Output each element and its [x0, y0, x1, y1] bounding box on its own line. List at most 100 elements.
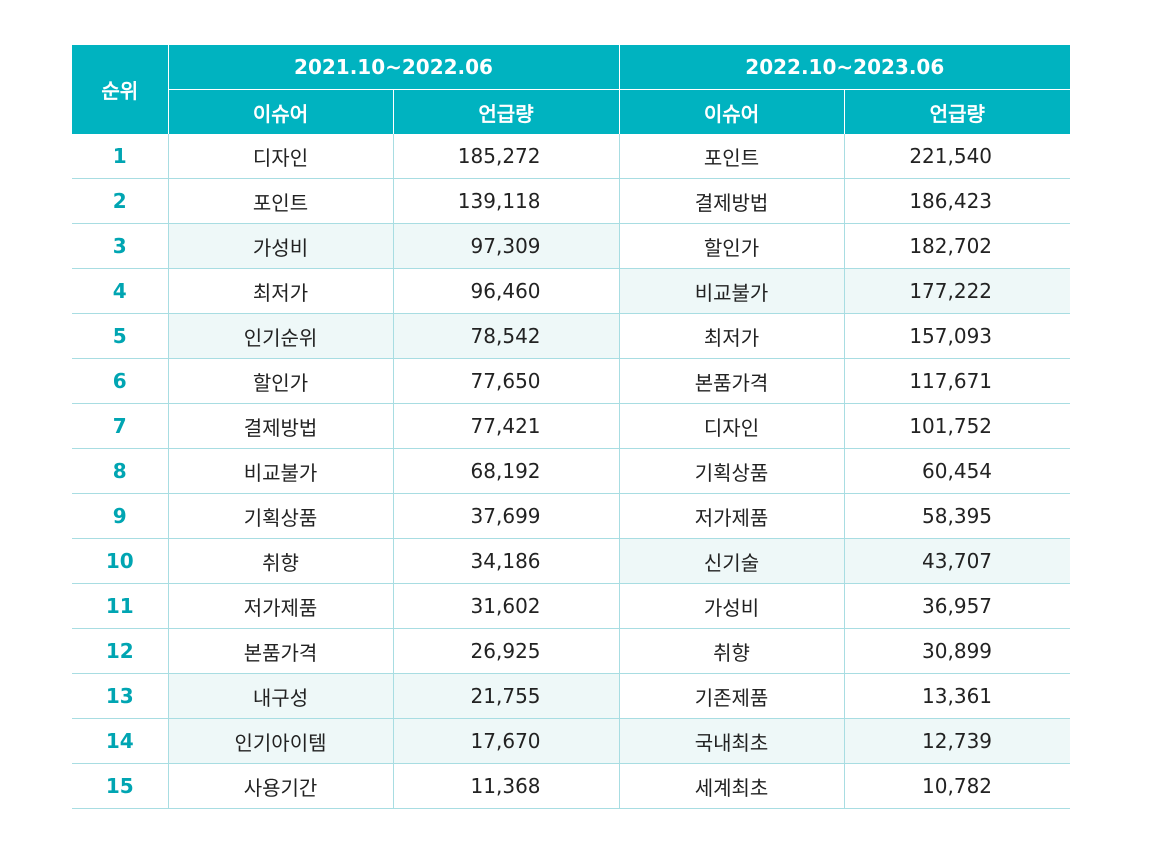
- period2-count-cell: 58,395: [843, 493, 1071, 539]
- period1-issue-cell: 사용기간: [167, 763, 393, 809]
- period1-count-cell: 68,192: [392, 448, 620, 494]
- period2-count-cell: 12,739: [843, 718, 1071, 764]
- period1-count-cell: 78,542: [392, 313, 620, 359]
- period1-issue-cell: 포인트: [167, 178, 393, 224]
- period1-header: 2021.10~2022.06: [167, 45, 620, 90]
- rank-cell: 12: [72, 628, 168, 674]
- period1-count-cell: 139,118: [392, 178, 620, 224]
- period2-issue-cell: 비교불가: [618, 268, 845, 314]
- period1-issue-cell: 결제방법: [167, 403, 393, 449]
- rank-cell: 15: [72, 763, 168, 809]
- period1-count-cell: 34,186: [392, 538, 620, 584]
- period1-issue-cell: 비교불가: [167, 448, 393, 494]
- period2-count-cell: 186,423: [843, 178, 1071, 224]
- period2-count-cell: 157,093: [843, 313, 1071, 359]
- rank-cell: 7: [72, 403, 168, 449]
- period2-issue-cell: 포인트: [618, 134, 845, 179]
- period1-issue-cell: 내구성: [167, 673, 393, 719]
- period2-count-cell: 30,899: [843, 628, 1071, 674]
- period1-count-cell: 17,670: [392, 718, 620, 764]
- period2-count-cell: 182,702: [843, 223, 1071, 269]
- table-row: 4 최저가 96,460 비교불가 177,222: [72, 268, 1071, 314]
- rank-cell: 3: [72, 223, 168, 269]
- rank-cell: 11: [72, 583, 168, 629]
- period1-count-cell: 21,755: [392, 673, 620, 719]
- period1-count-cell: 11,368: [392, 763, 620, 809]
- rank-cell: 8: [72, 448, 168, 494]
- rank-header: 순위: [72, 45, 169, 134]
- table-row: 8 비교불가 68,192 기획상품 60,454: [72, 448, 1071, 494]
- period2-count-cell: 117,671: [843, 358, 1071, 404]
- period1-issue-cell: 본품가격: [167, 628, 393, 674]
- rank-cell: 14: [72, 718, 168, 764]
- ranking-table: 순위 2021.10~2022.06 2022.10~2023.06 이슈어 언…: [72, 45, 1071, 809]
- period2-count-cell: 221,540: [843, 134, 1071, 179]
- period1-count-cell: 185,272: [392, 134, 620, 179]
- period1-count-cell: 31,602: [392, 583, 620, 629]
- rank-cell: 2: [72, 178, 168, 224]
- table-row: 14 인기아이템 17,670 국내최초 12,739: [72, 718, 1071, 764]
- table-row: 1 디자인 185,272 포인트 221,540: [72, 134, 1071, 179]
- period2-count-cell: 101,752: [843, 403, 1071, 449]
- period2-issue-cell: 저가제품: [618, 493, 845, 539]
- period2-issue-cell: 결제방법: [618, 178, 845, 224]
- table-body: 1 디자인 185,272 포인트 221,540 2 포인트 139,118 결제방법 186,…: [72, 134, 1071, 809]
- period1-issue-cell: 취향: [167, 538, 393, 584]
- period2-issue-cell: 가성비: [618, 583, 845, 629]
- period2-count-cell: 43,707: [843, 538, 1071, 584]
- period1-issue-cell: 저가제품: [167, 583, 393, 629]
- period1-issue-cell: 가성비: [167, 223, 393, 269]
- table-row: 2 포인트 139,118 결제방법 186,423: [72, 178, 1071, 224]
- rank-cell: 5: [72, 313, 168, 359]
- period1-issue-cell: 기획상품: [167, 493, 393, 539]
- period2-count-cell: 13,361: [843, 673, 1071, 719]
- period1-count-cell: 26,925: [392, 628, 620, 674]
- period2-issue-cell: 세계최초: [618, 763, 845, 809]
- period2-issue-cell: 신기술: [618, 538, 845, 584]
- period2-count-cell: 177,222: [843, 268, 1071, 314]
- period2-issue-cell: 할인가: [618, 223, 845, 269]
- rank-cell: 4: [72, 268, 168, 314]
- table-row: 9 기획상품 37,699 저가제품 58,395: [72, 493, 1071, 539]
- period2-count-cell: 10,782: [843, 763, 1071, 809]
- period1-count-header: 언급량: [392, 89, 620, 134]
- period1-count-cell: 77,421: [392, 403, 620, 449]
- period2-count-header: 언급량: [843, 89, 1071, 134]
- table-row: 11 저가제품 31,602 가성비 36,957: [72, 583, 1071, 629]
- rank-cell: 1: [72, 134, 168, 179]
- period1-issue-cell: 인기아이템: [167, 718, 393, 764]
- table-row: 10 취향 34,186 신기술 43,707: [72, 538, 1071, 584]
- table-row: 12 본품가격 26,925 취향 30,899: [72, 628, 1071, 674]
- period1-count-cell: 96,460: [392, 268, 620, 314]
- rank-cell: 10: [72, 538, 168, 584]
- rank-cell: 13: [72, 673, 168, 719]
- table-row: 7 결제방법 77,421 디자인 101,752: [72, 403, 1071, 449]
- period1-issue-cell: 디자인: [167, 134, 393, 179]
- table-row: 3 가성비 97,309 할인가 182,702: [72, 223, 1071, 269]
- table-row: 6 할인가 77,650 본품가격 117,671: [72, 358, 1071, 404]
- table-row: 15 사용기간 11,368 세계최초 10,782: [72, 763, 1071, 809]
- period2-header: 2022.10~2023.06: [618, 45, 1071, 90]
- period2-issue-cell: 최저가: [618, 313, 845, 359]
- period1-issue-cell: 할인가: [167, 358, 393, 404]
- period2-issue-header: 이슈어: [618, 89, 845, 134]
- period2-issue-cell: 취향: [618, 628, 845, 674]
- period1-issue-cell: 인기순위: [167, 313, 393, 359]
- period2-issue-cell: 국내최초: [618, 718, 845, 764]
- period1-count-cell: 37,699: [392, 493, 620, 539]
- period2-issue-cell: 기존제품: [618, 673, 845, 719]
- period2-count-cell: 36,957: [843, 583, 1071, 629]
- period2-issue-cell: 디자인: [618, 403, 845, 449]
- period1-count-cell: 97,309: [392, 223, 620, 269]
- period1-issue-header: 이슈어: [167, 89, 394, 134]
- period2-count-cell: 60,454: [843, 448, 1071, 494]
- table-row: 5 인기순위 78,542 최저가 157,093: [72, 313, 1071, 359]
- table-row: 13 내구성 21,755 기존제품 13,361: [72, 673, 1071, 719]
- period2-issue-cell: 기획상품: [618, 448, 845, 494]
- table-header: 순위 2021.10~2022.06 2022.10~2023.06 이슈어 언…: [72, 45, 1071, 134]
- rank-cell: 6: [72, 358, 168, 404]
- rank-cell: 9: [72, 493, 168, 539]
- period2-issue-cell: 본품가격: [618, 358, 845, 404]
- period1-count-cell: 77,650: [392, 358, 620, 404]
- period1-issue-cell: 최저가: [167, 268, 393, 314]
